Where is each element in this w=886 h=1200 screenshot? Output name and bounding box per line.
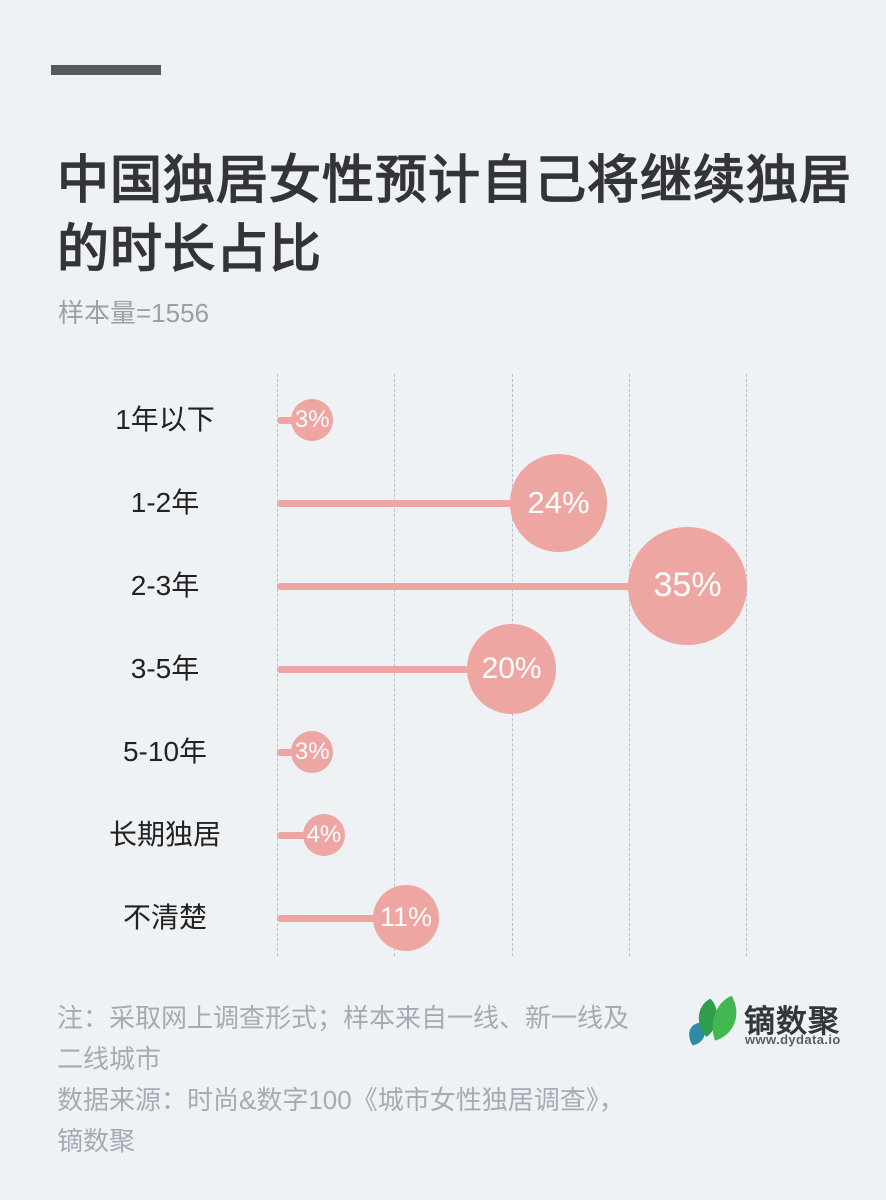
note-line-1: 注：采取网上调查形式；样本来自一线、新一线及二线城市 bbox=[57, 1003, 630, 1074]
value-bubble: 11% bbox=[372, 884, 440, 952]
gridline bbox=[394, 374, 396, 956]
logo-wordmark: 镝数聚 bbox=[744, 1004, 840, 1039]
lollipop-stem bbox=[277, 499, 559, 507]
accent-bar bbox=[51, 65, 161, 75]
note-line-2: 数据来源：时尚&数字100《城市女性独居调查》，镝数聚 bbox=[57, 1085, 625, 1156]
category-label: 1-2年 bbox=[130, 487, 200, 518]
lollipop-stem bbox=[277, 582, 688, 590]
value-label: 24% bbox=[527, 484, 590, 520]
value-bubble: 24% bbox=[509, 454, 608, 552]
value-bubble: 3% bbox=[291, 399, 334, 441]
sample-size-label: 样本量=1556 bbox=[58, 298, 210, 328]
lollipop-stem bbox=[277, 665, 512, 673]
gridline bbox=[628, 374, 630, 956]
value-label: 4% bbox=[306, 821, 342, 848]
value-label: 35% bbox=[653, 566, 722, 605]
gridline bbox=[746, 374, 748, 956]
value-label: 3% bbox=[294, 738, 330, 765]
dydata-logo: 镝数聚 www.dydata.io bbox=[686, 992, 876, 1058]
value-bubble: 3% bbox=[291, 731, 334, 773]
lollipop-stem bbox=[277, 831, 324, 839]
leaf-logo-icon bbox=[689, 995, 737, 1046]
logo-url: www.dydata.io bbox=[745, 1032, 841, 1047]
category-label: 2-3年 bbox=[130, 570, 200, 601]
gridline bbox=[277, 374, 278, 956]
category-label: 1年以下 bbox=[115, 404, 215, 435]
lollipop-stem bbox=[277, 914, 407, 922]
value-bubble: 4% bbox=[302, 814, 345, 856]
category-label: 3-5年 bbox=[130, 653, 200, 684]
category-label: 5-10年 bbox=[122, 736, 208, 767]
category-label: 不清楚 bbox=[122, 902, 207, 933]
category-label: 长期独居 bbox=[108, 819, 221, 850]
value-label: 20% bbox=[481, 651, 542, 685]
value-label: 3% bbox=[294, 406, 330, 433]
page-title: 中国独居女性预计自己将继续独居的时长占比 bbox=[57, 151, 853, 279]
value-label: 11% bbox=[380, 902, 433, 933]
value-bubble: 20% bbox=[466, 624, 557, 714]
footnotes: 注：采取网上调查形式；样本来自一线、新一线及二线城市 数据来源：时尚&数字100… bbox=[57, 998, 649, 1162]
value-bubble: 35% bbox=[628, 526, 747, 646]
